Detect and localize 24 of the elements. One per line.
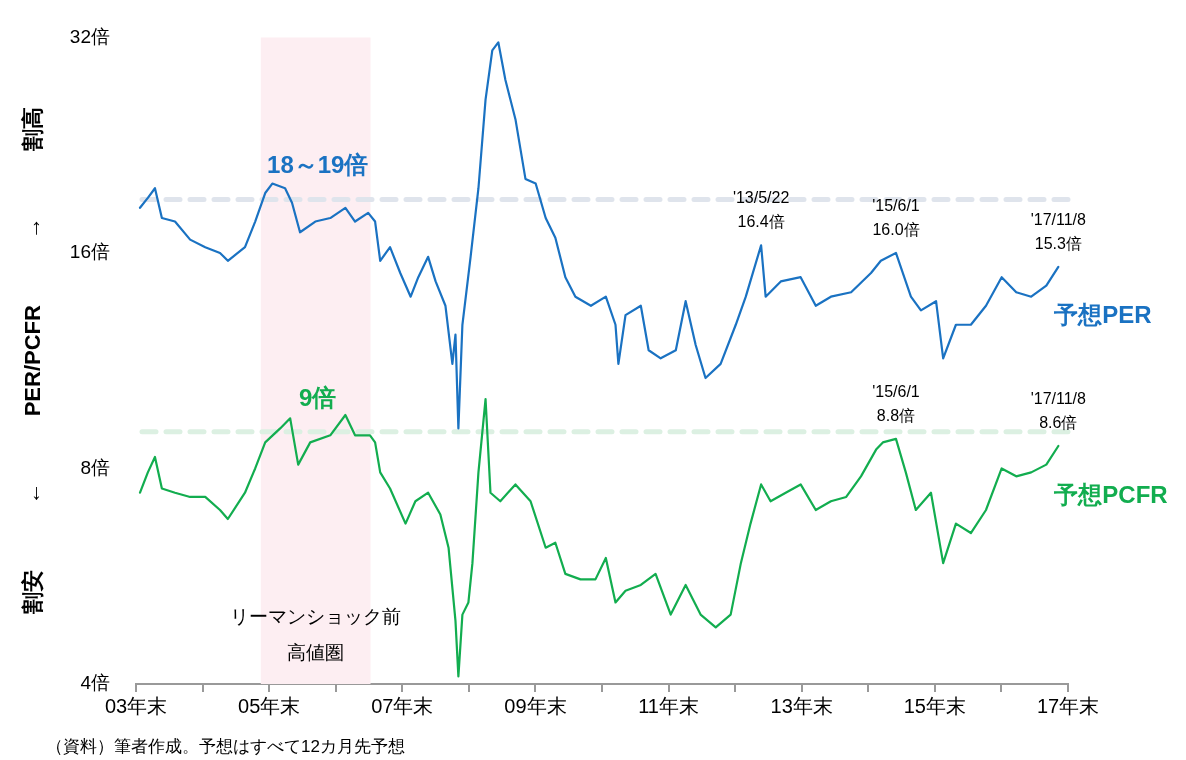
annotation: '15/6/1 8.8倍: [872, 382, 920, 424]
series-label: 予想PCFR: [1053, 480, 1168, 508]
x-tick-label: 13年末: [770, 694, 833, 717]
series-label: 予想PER: [1053, 301, 1152, 329]
y-tick-label: 32倍: [69, 25, 110, 47]
x-tick-label: 03年末: [104, 694, 168, 717]
y-tick-label: 8倍: [80, 456, 110, 478]
ref-line-label: 18～19倍: [267, 151, 369, 179]
y-tick-label: 4倍: [80, 672, 110, 694]
annotation: '13/5/22 16.4倍: [732, 189, 790, 231]
x-tick-label: 07年末: [371, 694, 434, 717]
y-tick-label: 16倍: [69, 241, 110, 263]
ref-line-label: 9倍: [299, 383, 337, 411]
x-tick-label: 05年末: [238, 694, 301, 717]
x-tick-label: 11年末: [638, 694, 699, 717]
y-axis-title: 割安 ← PER/PCFR → 割高: [20, 107, 46, 616]
annotation: '17/11/8 15.3倍: [1030, 210, 1087, 252]
annotation: '17/11/8 8.6倍: [1030, 389, 1087, 431]
x-tick-label: 09年末: [504, 694, 567, 717]
x-tick-label: 15年末: [903, 694, 966, 717]
band-label: リーマンショック前高値圏: [230, 606, 402, 663]
text: （資料）筆者作成。予想はすべて12カ月先予想: [46, 737, 405, 756]
annotation: '15/6/1 16.0倍: [872, 196, 920, 238]
x-tick-label: 17年末: [1036, 694, 1100, 717]
